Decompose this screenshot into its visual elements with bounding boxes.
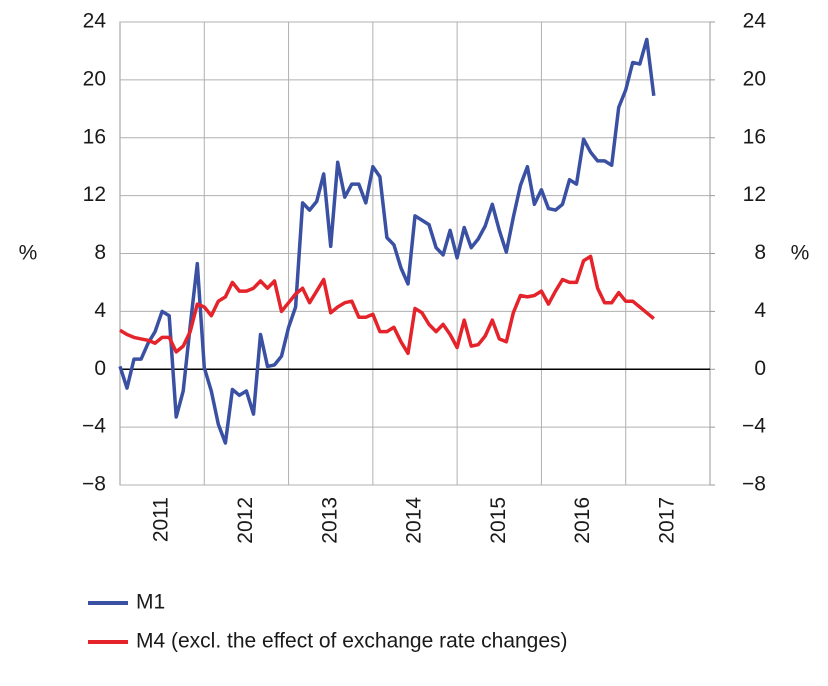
y2-tick-label: 0	[754, 357, 766, 380]
y2-tick-label: 4	[754, 299, 766, 322]
y2-tick-label: −8	[742, 473, 766, 496]
series-line	[119, 254, 655, 356]
legend-label: M4 (excl. the effect of exchange rate ch…	[136, 630, 568, 653]
y-tick-label: 16	[83, 125, 106, 148]
y-tick-label: 24	[83, 10, 107, 33]
y-tick-label: −8	[82, 473, 106, 496]
y-axis-label: %	[19, 242, 38, 265]
y2-tick-label: 8	[754, 241, 766, 264]
y-tick-label: 20	[83, 67, 106, 90]
y-tick-label: −4	[82, 415, 106, 438]
y-tick-label: 0	[94, 357, 106, 380]
x-tick-label: 2015	[487, 497, 510, 544]
y-tick-label: 4	[94, 299, 106, 322]
y2-tick-label: 20	[743, 67, 766, 90]
x-tick-label: 2016	[571, 497, 594, 544]
y-tick-label: 8	[94, 241, 106, 264]
x-tick-label: 2017	[655, 497, 678, 544]
series-line	[118, 37, 656, 445]
x-tick-label: 2012	[234, 497, 257, 544]
y2-tick-label: −4	[742, 415, 766, 438]
y-tick-label: 12	[83, 183, 106, 206]
legend-label: M1	[136, 591, 165, 614]
y2-tick-label: 16	[743, 125, 766, 148]
x-tick-label: 2011	[150, 497, 173, 542]
y2-tick-label: 24	[743, 10, 767, 33]
y2-axis-label: %	[791, 242, 810, 265]
x-tick-label: 2013	[318, 497, 341, 544]
x-tick-label: 2014	[403, 497, 426, 544]
y2-tick-label: 12	[743, 183, 766, 206]
